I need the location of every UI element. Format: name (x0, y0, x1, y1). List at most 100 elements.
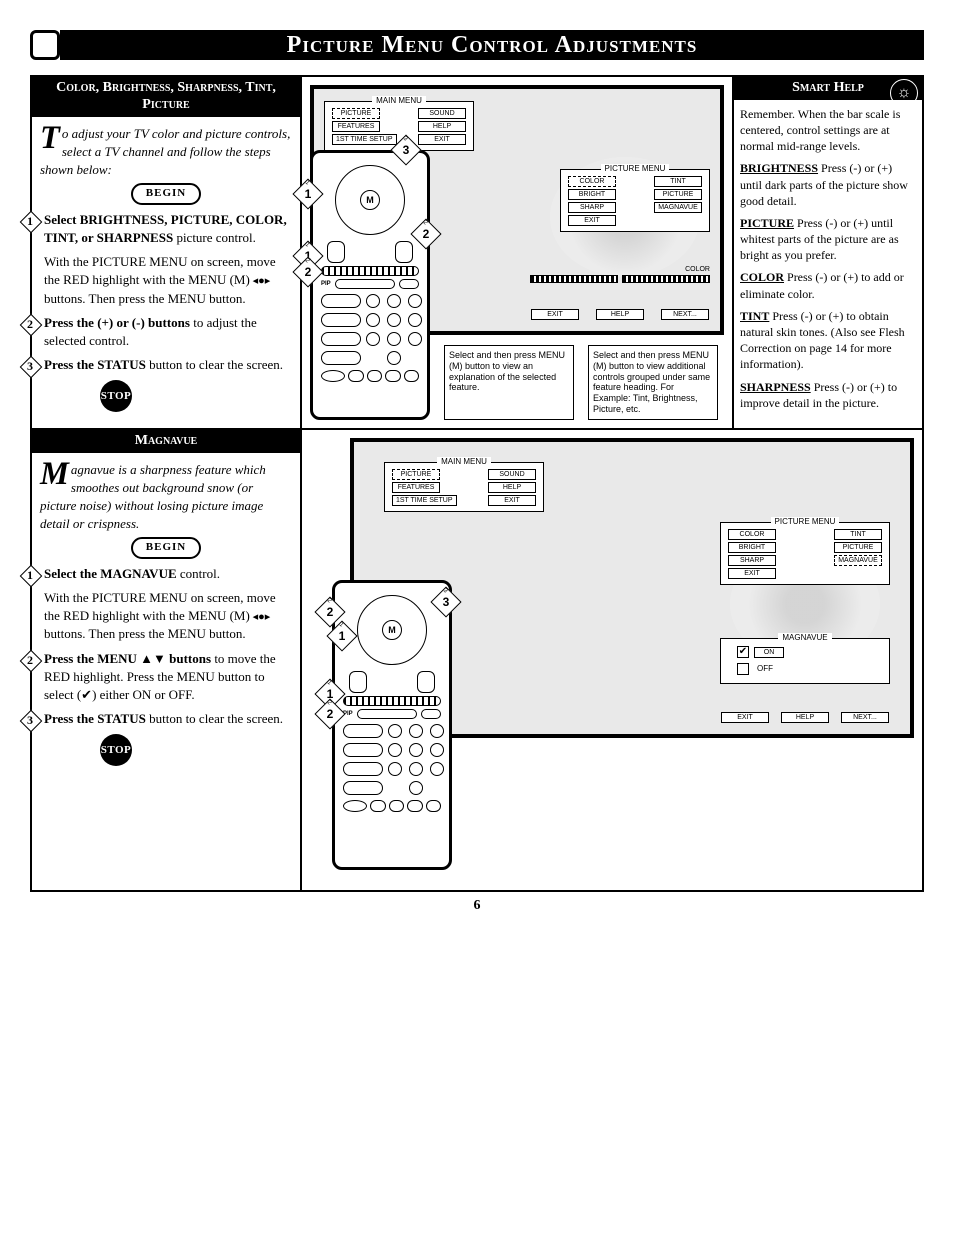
pm2-bright: BRIGHT (728, 542, 776, 553)
step1-tail: picture control. (173, 230, 256, 245)
picture-menu-legend: PICTURE MENU (601, 164, 670, 173)
mm2-sound: SOUND (488, 469, 536, 480)
main-menu-legend-2: MAIN MENU (437, 457, 491, 466)
vol-rocker (327, 241, 345, 263)
magnavue-legend: MAGNAVUE (778, 633, 831, 642)
pm-picture: PICTURE (654, 189, 702, 200)
caption-next: Select and then press MENU (M) button to… (588, 345, 718, 420)
pm2-tint: TINT (834, 529, 882, 540)
m-step-1: Select the MAGNAVUE control. With the PI… (20, 565, 292, 644)
color-bar-osd: COLOR (530, 266, 710, 285)
remote-control-2: PIP (332, 580, 452, 870)
pm-bright: BRIGHT (568, 189, 616, 200)
section2-intro: Magnavue is a sharpness feature which sm… (40, 461, 292, 534)
figure-col: MAIN MENU PICTURESOUND FEATURESHELP 1ST … (302, 77, 732, 428)
smart-help-header: Smart Help ☼ (734, 77, 922, 100)
bottom-bar-osd: EXIT HELP NEXT... (530, 308, 710, 321)
pm2-picture: PICTURE (834, 542, 882, 553)
mm-picture: PICTURE (332, 108, 380, 119)
m-step3-lead: Press the STATUS (44, 711, 146, 726)
sh-picture-t: PICTURE (740, 216, 794, 230)
page-frame: Color, Brightness, Sharpness, Tint, Pict… (30, 75, 924, 892)
remote-callout-1 (297, 183, 319, 205)
remote-callout-2b (297, 261, 319, 283)
caption-help: Select and then press MENU (M) button to… (444, 345, 574, 420)
menu-arrow-icon-2 (250, 608, 270, 623)
m-step-number-2 (20, 650, 40, 670)
color-bar (530, 275, 710, 283)
mm-sound: SOUND (418, 108, 466, 119)
step1-body2: buttons. Then press the MENU button. (44, 291, 246, 306)
mm-exit: EXIT (418, 134, 466, 145)
remote2-callout-3 (435, 591, 457, 613)
title-checkbox (30, 30, 60, 60)
m-step3-tail: button to clear the screen. (146, 711, 283, 726)
remote-callout-2 (415, 223, 437, 245)
sh-color-t: COLOR (740, 270, 784, 284)
sh-brightness-t: BRIGHTNESS (740, 161, 818, 175)
pm2-magnavue: MAGNAVUE (834, 555, 882, 566)
smart-help-title: Smart Help (792, 80, 864, 95)
remote2-callout-2 (319, 601, 341, 623)
remote-callout-3 (395, 139, 417, 161)
remote2-callout-2b (319, 703, 341, 725)
ch-rocker-2 (417, 671, 435, 693)
stop-badge-2: STOP (100, 734, 132, 766)
vol-rocker-2 (349, 671, 367, 693)
m-step1-body1: With the PICTURE MENU on screen, move th… (44, 590, 276, 623)
mm2-features: FEATURES (392, 482, 440, 493)
remote-numpad (321, 293, 419, 366)
bb2-help: HELP (781, 712, 829, 723)
step-1: Select BRIGHTNESS, PICTURE, COLOR, TINT,… (20, 211, 292, 308)
magna-off-check (737, 663, 749, 675)
begin-badge: BEGIN (131, 183, 201, 204)
m-step-number-3 (20, 710, 40, 730)
m-step1-tail: control. (177, 566, 220, 581)
page-number: 6 (30, 898, 924, 914)
section1-intro: To adjust your TV color and picture cont… (40, 125, 292, 180)
bb2-next: NEXT... (841, 712, 889, 723)
step-3: Press the STATUS button to clear the scr… (20, 356, 292, 374)
page-title-bar: Picture Menu Control Adjustments (30, 30, 924, 60)
pm2-color: COLOR (728, 529, 776, 540)
bb-help: HELP (596, 309, 644, 320)
m-step-number-1 (20, 565, 40, 585)
step2-lead: Press the (+) or (-) buttons (44, 315, 190, 330)
remote-numpad-2 (343, 723, 441, 796)
step-2: Press the (+) or (-) buttons to adjust t… (20, 314, 292, 350)
remote-bottom-row-2 (343, 800, 441, 812)
picture-menu-osd: PICTURE MENU COLORTINT BRIGHTPICTURE SHA… (560, 169, 710, 232)
m-step1-body2: buttons. Then press the MENU button. (44, 626, 246, 641)
ch-rocker (395, 241, 413, 263)
magna-on-check: ✔ (737, 646, 749, 658)
magnavue-osd: MAGNAVUE ✔ON OFF (720, 638, 890, 684)
m-step1-lead: Select the MAGNAVUE (44, 566, 177, 581)
sh-sharp-t: SHARPNESS (740, 380, 811, 394)
m-step2-lead: Press the MENU ▲▼ buttons (44, 651, 211, 666)
color-bar-label: COLOR (530, 266, 710, 273)
mm2-picture: PICTURE (392, 469, 440, 480)
pm2-sharp: SHARP (728, 555, 776, 566)
remote-pip-row: PIP (321, 279, 419, 289)
menu-arrow-icon (250, 272, 270, 287)
step-number-2 (20, 314, 40, 334)
remote-bottom-row (321, 370, 419, 382)
bb-next: NEXT... (661, 309, 709, 320)
step-number-3 (20, 356, 40, 376)
stop-badge: STOP (100, 380, 132, 412)
m-step-3: Press the STATUS button to clear the scr… (20, 710, 292, 728)
picture-menu-osd-2: PICTURE MENU COLORTINT BRIGHTPICTURE SHA… (720, 522, 890, 585)
smart-help-col: Smart Help ☼ Remember. When the bar scal… (732, 77, 922, 428)
mm2-exit: EXIT (488, 495, 536, 506)
sh-tint-t: TINT (740, 309, 769, 323)
lightbulb-icon: ☼ (890, 79, 918, 107)
instructions-col: Color, Brightness, Sharpness, Tint, Pict… (32, 77, 302, 428)
smart-help-intro: Remember. When the bar scale is centered… (740, 106, 916, 155)
bb-exit: EXIT (531, 309, 579, 320)
remote-control: PIP (310, 150, 430, 420)
main-menu-legend: MAIN MENU (372, 96, 426, 105)
mm2-setup: 1ST TIME SETUP (392, 495, 457, 506)
m-step-2: Press the MENU ▲▼ buttons to move the RE… (20, 650, 292, 705)
mm2-help: HELP (488, 482, 536, 493)
remote-dpad (335, 165, 405, 235)
